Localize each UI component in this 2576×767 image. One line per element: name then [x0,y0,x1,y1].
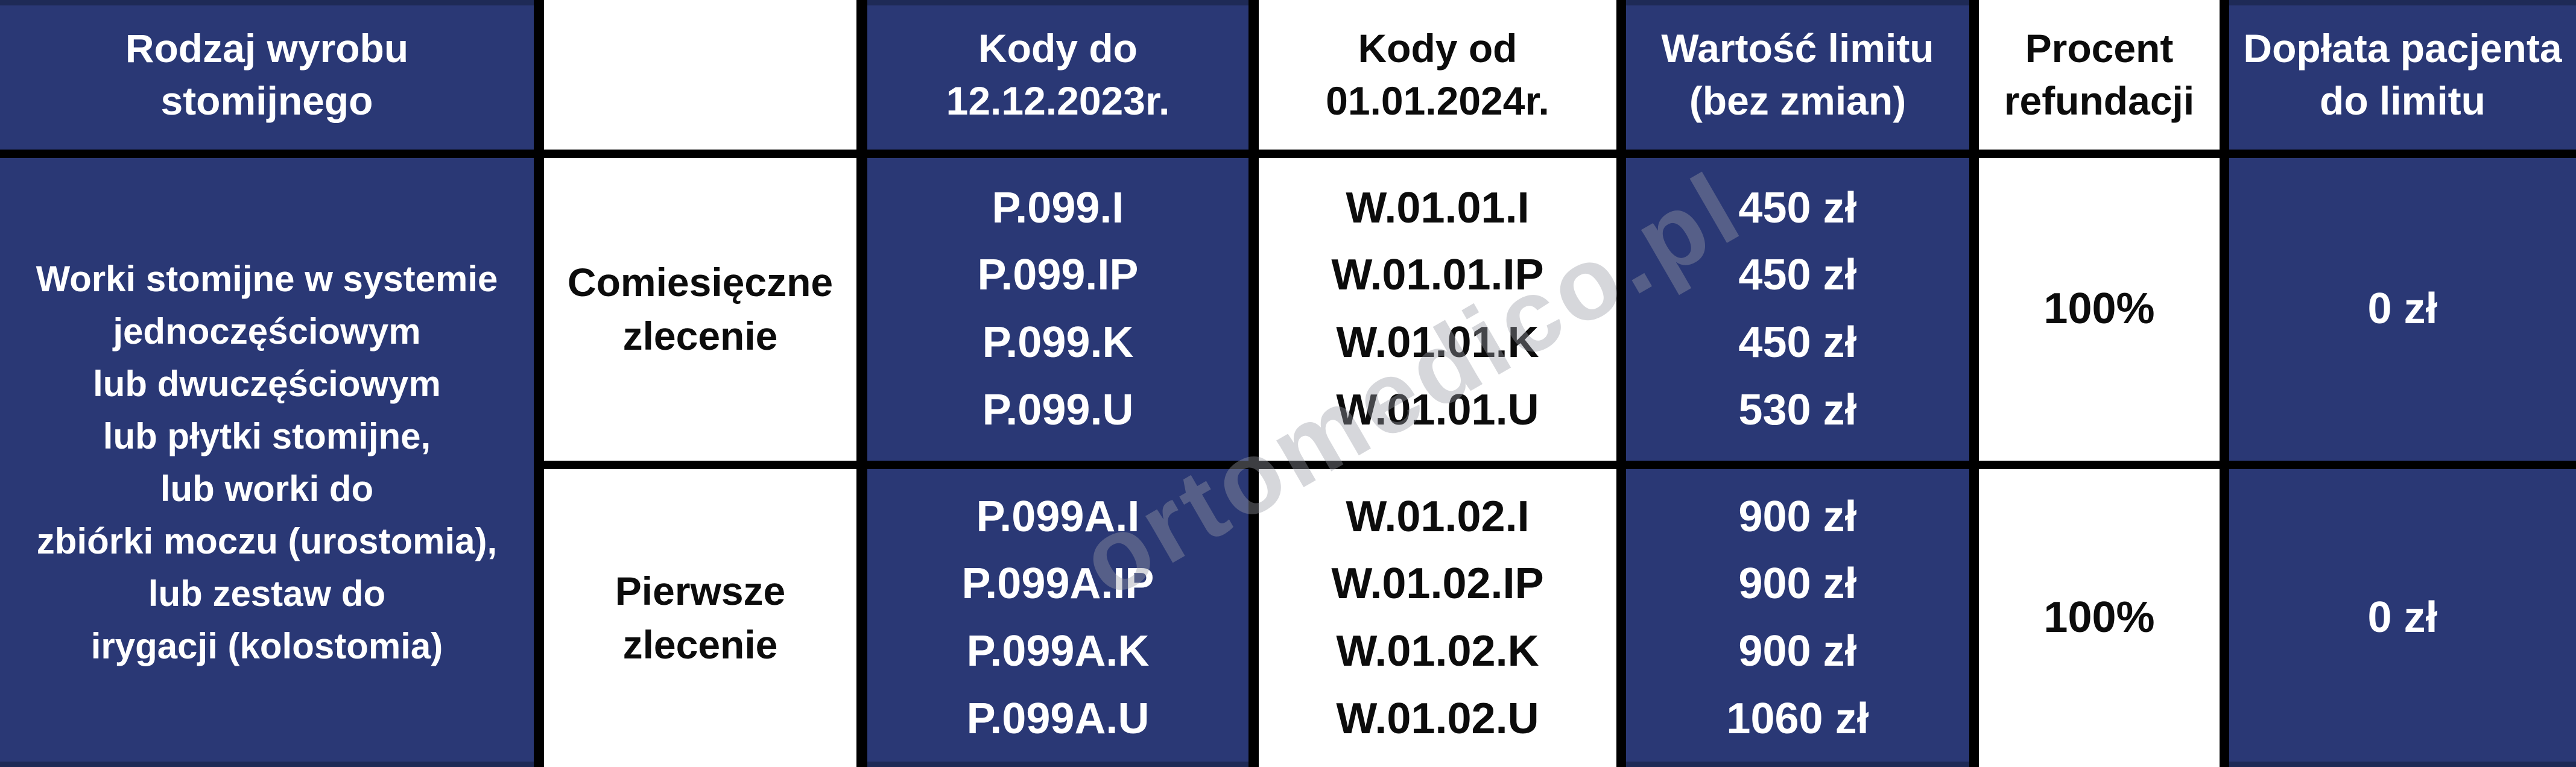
cell-old-codes-first: P.099A.I P.099A.IP P.099A.K P.099A.U [867,469,1248,767]
header-kody-od: Kody od 01.01.2024r. [1259,0,1616,150]
header-procent-refundacji: Procent refundacji [1979,0,2220,150]
header-wartosc-limitu: Wartość limitu (bez zmian) [1626,0,1969,150]
cell-zlecenie-monthly: Comiesięczne zlecenie [544,158,856,461]
product-type-cell: Worki stomijne w systemie jednoczęściowy… [0,158,534,767]
cell-new-codes-monthly: W.01.01.I W.01.01.IP W.01.01.K W.01.01.U [1259,158,1616,461]
header-kody-do: Kody do 12.12.2023r. [867,0,1248,150]
header-rodzaj-wyrobu: Rodzaj wyrobu stomijnego [0,0,534,150]
header-doplata-pacjenta: Dopłata pacjenta do limitu [2229,0,2576,150]
cell-limit-values-first: 900 zł 900 zł 900 zł 1060 zł [1626,469,1969,767]
cell-new-codes-first: W.01.02.I W.01.02.IP W.01.02.K W.01.02.U [1259,469,1616,767]
header-empty [544,0,856,150]
cell-zlecenie-first: Pierwsze zlecenie [544,469,856,767]
cell-old-codes-monthly: P.099.I P.099.IP P.099.K P.099.U [867,158,1248,461]
cell-limit-values-monthly: 450 zł 450 zł 450 zł 530 zł [1626,158,1969,461]
cell-patient-copay-monthly: 0 zł [2229,158,2576,461]
cell-refund-percent-first: 100% [1979,469,2220,767]
cell-patient-copay-first: 0 zł [2229,469,2576,767]
cell-refund-percent-monthly: 100% [1979,158,2220,461]
